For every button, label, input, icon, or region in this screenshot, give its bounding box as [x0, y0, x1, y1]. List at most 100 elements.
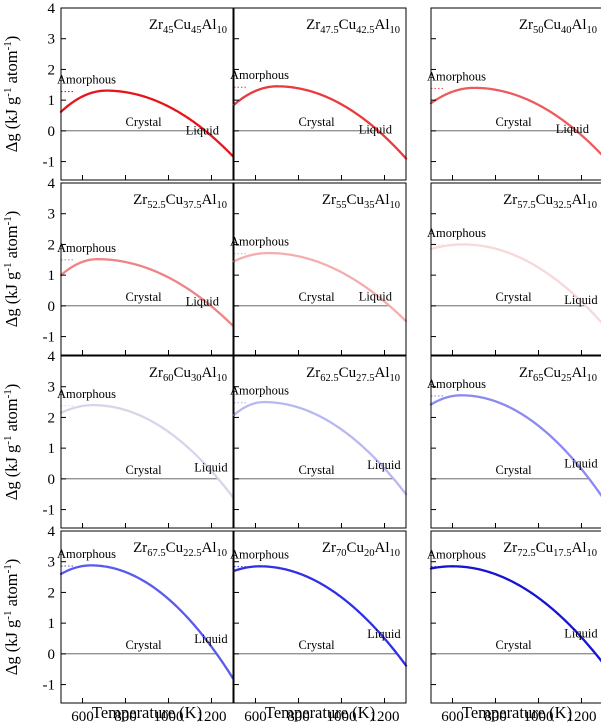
- y-axis-label: Δg (kJ g-1 atom-1): [2, 36, 21, 153]
- x-tick-label: 600: [244, 709, 267, 725]
- element-subscript: 32.5: [553, 200, 571, 211]
- x-tick-label: 600: [441, 709, 464, 725]
- element-subscript: 10: [217, 373, 228, 384]
- panel: Zr50Cu40Al10 Amorphous Liquid Crystal: [427, 7, 601, 181]
- y-axis-label-superscript: -1: [2, 216, 14, 225]
- crystal-label: Crystal: [299, 290, 336, 304]
- element-subscript: 10: [390, 373, 401, 384]
- panel-title: Zr50Cu40Al10: [519, 17, 597, 36]
- crystal-label: Crystal: [299, 463, 336, 477]
- y-tick-label: 3: [48, 207, 56, 223]
- delta-g-curve: [59, 89, 235, 158]
- panel-title: Zr70Cu20Al10: [322, 540, 400, 559]
- y-tick-label: -1: [43, 155, 56, 171]
- element-symbol: Zr: [519, 17, 533, 33]
- y-axis-label-superscript: -1: [2, 611, 14, 620]
- y-tick-label: 2: [48, 237, 56, 253]
- element-subscript: 45: [163, 25, 174, 36]
- x-tick-label: 600: [71, 709, 94, 725]
- liquid-label: Liquid: [359, 122, 393, 136]
- element-subscript: 37.5: [183, 200, 201, 211]
- y-axis-label-main: Δg (kJ g: [2, 620, 21, 676]
- y-tick-label: 4: [48, 1, 56, 17]
- element-subscript: 55: [336, 200, 347, 211]
- x-axis-label: Temperature (K): [92, 703, 202, 722]
- element-symbol: Cu: [346, 192, 364, 208]
- element-subscript: 70: [336, 548, 347, 559]
- y-axis-label-end: ): [2, 384, 21, 390]
- panel: -1 0 1 2 3 4 Zr52.5Cu37.5Al10 Amorphous Liquid Cr…: [43, 176, 235, 356]
- y-axis-label-main: Δg (kJ g: [2, 97, 21, 153]
- y-axis-label-superscript: -1: [2, 263, 14, 272]
- amorphous-label: Amorphous: [57, 547, 116, 561]
- crystal-label: Crystal: [496, 290, 533, 304]
- element-symbol: Zr: [133, 540, 147, 556]
- element-symbol: Cu: [536, 192, 554, 208]
- y-axis-label-main: Δg (kJ g: [2, 445, 21, 501]
- delta-g-curve: [232, 85, 408, 160]
- element-symbol: Cu: [543, 365, 561, 381]
- y-axis-label-unit: atom: [2, 573, 21, 610]
- panel-frame: [60, 7, 234, 181]
- y-tick-label: 4: [48, 524, 56, 540]
- element-subscript: 50: [533, 25, 544, 36]
- element-subscript: 20: [364, 548, 375, 559]
- x-axis-label: Temperature (K): [462, 703, 572, 722]
- element-symbol: Zr: [503, 192, 517, 208]
- element-subscript: 35: [364, 200, 375, 211]
- crystal-label: Crystal: [496, 463, 533, 477]
- panel-frame: [430, 182, 601, 356]
- element-subscript: 62.5: [320, 373, 338, 384]
- element-symbol: Al: [202, 192, 217, 208]
- element-subscript: 10: [217, 200, 228, 211]
- panel-title: Zr55Cu35Al10: [322, 192, 400, 211]
- x-tick-label: 1000: [524, 709, 554, 725]
- crystal-label: Crystal: [126, 638, 163, 652]
- y-tick-label: 2: [48, 410, 56, 426]
- y-tick-label: -1: [43, 330, 56, 346]
- element-symbol: Cu: [339, 17, 357, 33]
- panel-title: Zr52.5Cu37.5Al10: [133, 192, 227, 211]
- panel-title: Zr57.5Cu32.5Al10: [503, 192, 597, 211]
- element-symbol: Cu: [166, 192, 184, 208]
- element-symbol: Al: [375, 365, 390, 381]
- element-symbol: Zr: [322, 540, 336, 556]
- y-axis-label-superscript: -1: [2, 41, 14, 50]
- panel: 600 800 1000 1200 Zr70Cu20Al10 Amorphous Liqui…: [230, 530, 408, 725]
- y-tick-label: 3: [48, 32, 56, 48]
- panel: Zr47.5Cu42.5Al10 Amorphous Liquid Crystal: [230, 7, 408, 181]
- panel-frame: [233, 7, 407, 181]
- panel-frame: [430, 7, 601, 181]
- y-tick-label: 0: [48, 647, 56, 663]
- y-tick-label: 1: [48, 268, 56, 284]
- element-subscript: 10: [217, 548, 228, 559]
- element-symbol: Zr: [322, 192, 336, 208]
- element-symbol: Zr: [503, 540, 517, 556]
- panel-title: Zr62.5Cu27.5Al10: [306, 365, 400, 384]
- panel-frame: [430, 355, 601, 529]
- y-axis-label-unit: atom: [2, 225, 21, 262]
- y-axis-label-superscript: -1: [2, 564, 14, 573]
- panel-title: Zr47.5Cu42.5Al10: [306, 17, 400, 36]
- liquid-label: Liquid: [564, 457, 598, 471]
- y-axis-label-end: ): [2, 211, 21, 217]
- element-subscript: 10: [390, 548, 401, 559]
- panel-frame: [60, 182, 234, 356]
- element-subscript: 45: [191, 25, 202, 36]
- y-tick-label: 2: [48, 585, 56, 601]
- delta-g-curve: [232, 565, 408, 667]
- panel: 600 800 1000 1200 Zr72.5Cu17.5Al10 Amorphous L…: [427, 530, 601, 725]
- element-symbol: Cu: [536, 540, 554, 556]
- y-axis-label-end: ): [2, 36, 21, 42]
- panel-frame: [60, 530, 234, 704]
- panel-title: Zr67.5Cu22.5Al10: [133, 540, 227, 559]
- y-tick-label: 0: [48, 472, 56, 488]
- amorphous-label: Amorphous: [57, 73, 116, 87]
- element-subscript: 65: [533, 373, 544, 384]
- panel-frame: [60, 355, 234, 529]
- y-axis-label-unit: atom: [2, 398, 21, 435]
- panel-title: Zr65Cu25Al10: [519, 365, 597, 384]
- x-tick-label: 1000: [154, 709, 184, 725]
- delta-g-curve: [59, 403, 235, 499]
- y-tick-label: -1: [43, 678, 56, 694]
